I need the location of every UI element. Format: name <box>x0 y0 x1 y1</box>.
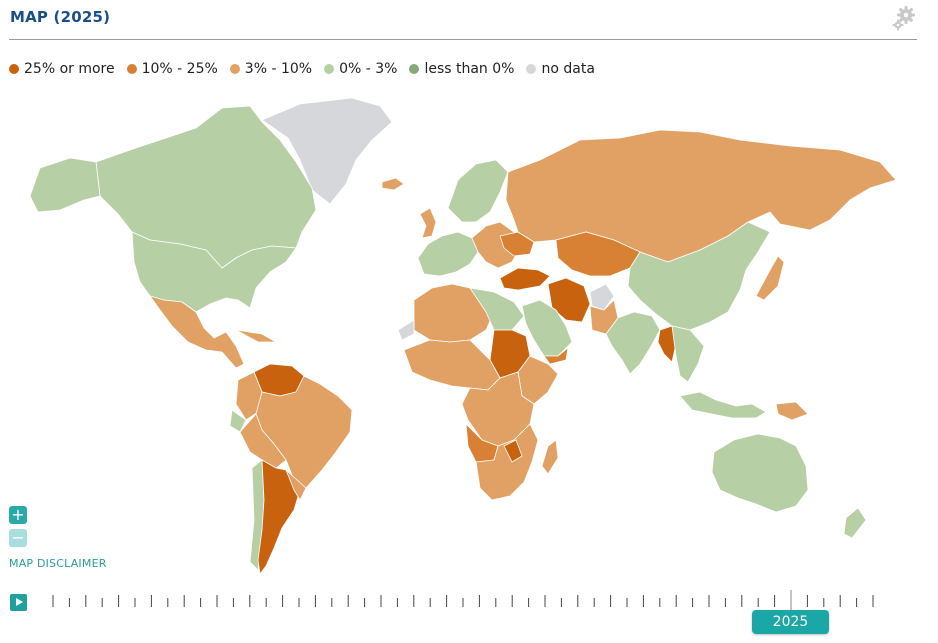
region-china[interactable] <box>627 221 771 331</box>
legend-swatch <box>9 64 19 74</box>
region-uk[interactable] <box>419 207 437 239</box>
region-paraguay[interactable] <box>285 469 307 501</box>
legend-label: no data <box>541 61 595 77</box>
play-button[interactable] <box>10 594 27 611</box>
region-west-africa[interactable] <box>403 339 501 391</box>
region-yemen[interactable] <box>543 347 569 365</box>
year-timeline[interactable] <box>40 590 900 620</box>
region-iceland[interactable] <box>381 177 405 191</box>
legend-item[interactable]: 10% - 25% <box>126 61 218 77</box>
region-japan[interactable] <box>755 255 785 301</box>
region-alaska[interactable] <box>29 157 101 213</box>
region-west-europe[interactable] <box>417 231 479 277</box>
region-india[interactable] <box>605 311 661 375</box>
region-madagascar[interactable] <box>541 439 559 475</box>
region-afghanistan[interactable] <box>589 283 615 311</box>
region-greenland[interactable] <box>261 97 393 205</box>
region-indonesia[interactable] <box>679 391 767 419</box>
page-title: MAP (2025) <box>10 8 111 26</box>
minus-icon: − <box>11 528 25 547</box>
zoom-in-button[interactable]: + <box>9 506 27 524</box>
gear-icon[interactable] <box>890 4 918 32</box>
legend-item[interactable]: no data <box>526 61 595 77</box>
selected-year-badge[interactable]: 2025 <box>752 610 829 634</box>
legend-label: 0% - 3% <box>339 61 398 77</box>
region-peru[interactable] <box>239 413 287 469</box>
region-scandinavia[interactable] <box>447 159 509 223</box>
legend-label: 25% or more <box>24 61 115 77</box>
legend: 25% or more 10% - 25% 3% - 10% 0% - 3% l… <box>9 61 607 77</box>
region-caribbean[interactable] <box>235 329 277 343</box>
region-png[interactable] <box>775 401 809 421</box>
legend-label: 10% - 25% <box>141 61 218 77</box>
legend-swatch <box>526 64 537 74</box>
region-libya-egypt[interactable] <box>469 287 525 331</box>
region-se-asia[interactable] <box>671 325 705 383</box>
region-zimbabwe[interactable] <box>503 439 523 463</box>
legend-label: less than 0% <box>424 61 515 77</box>
map-disclaimer-link[interactable]: MAP DISCLAIMER <box>9 557 107 570</box>
region-kazakhstan[interactable] <box>555 231 641 277</box>
legend-item[interactable]: 3% - 10% <box>229 61 313 77</box>
legend-item[interactable]: 0% - 3% <box>324 61 397 77</box>
plus-icon: + <box>11 505 25 524</box>
legend-label: 3% - 10% <box>244 61 313 77</box>
legend-item[interactable]: 25% or more <box>9 61 115 77</box>
region-new-zealand[interactable] <box>843 507 867 539</box>
world-map[interactable] <box>0 90 938 585</box>
region-mexico[interactable] <box>149 295 245 369</box>
region-turkey[interactable] <box>499 267 551 291</box>
legend-item[interactable]: less than 0% <box>409 61 514 77</box>
legend-swatch <box>409 64 420 74</box>
header-divider <box>9 39 917 40</box>
region-west-sahara[interactable] <box>397 319 415 341</box>
zoom-out-button[interactable]: − <box>9 529 27 547</box>
legend-swatch <box>126 64 137 74</box>
legend-swatch <box>324 64 335 74</box>
region-russia[interactable] <box>505 129 897 263</box>
region-arabia[interactable] <box>521 299 573 357</box>
region-southern-africa[interactable] <box>475 423 539 501</box>
legend-swatch <box>229 64 240 74</box>
region-australia[interactable] <box>711 433 809 513</box>
